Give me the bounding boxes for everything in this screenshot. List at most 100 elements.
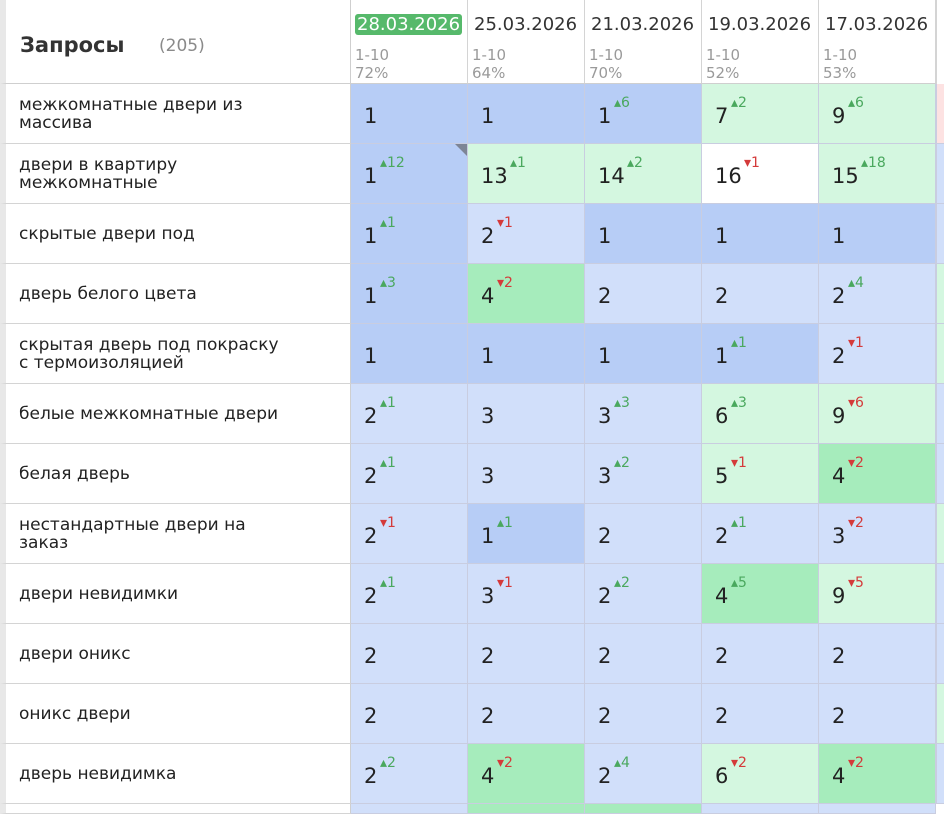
position-value: 3 bbox=[832, 524, 846, 548]
date-column-header[interactable]: 25.03.2026 1-10 64% bbox=[468, 0, 585, 84]
position-cell[interactable]: 2 ▾1 bbox=[468, 204, 585, 264]
position-cell[interactable]: 2 ▾1 bbox=[351, 504, 468, 564]
position-cell[interactable]: 5 ▾1 bbox=[702, 444, 819, 504]
position-cell[interactable]: 3 ▴2 bbox=[585, 444, 702, 504]
position-cell[interactable]: 3 bbox=[468, 444, 585, 504]
position-cell[interactable]: 2 ▴2 bbox=[585, 564, 702, 624]
position-cell[interactable]: 6 ▴3 bbox=[702, 384, 819, 444]
position-cell[interactable]: 2 ▴1 bbox=[702, 504, 819, 564]
position-value: 9 bbox=[832, 404, 846, 428]
position-cell[interactable]: 1 bbox=[585, 204, 702, 264]
position-cell[interactable]: 2 bbox=[585, 624, 702, 684]
position-cell[interactable]: 15 ▴18 bbox=[819, 144, 936, 204]
position-value: 1 bbox=[598, 344, 612, 368]
position-cell[interactable]: 2 bbox=[468, 684, 585, 744]
position-cell[interactable]: 2 ▾1 bbox=[819, 324, 936, 384]
position-cell[interactable]: 2 ▴4 bbox=[819, 264, 936, 324]
query-row[interactable]: двери невидимки bbox=[0, 564, 351, 624]
position-cell[interactable]: 16 ▾1 bbox=[702, 144, 819, 204]
date-label[interactable]: 25.03.2026 bbox=[474, 14, 578, 35]
position-cell[interactable]: 1 bbox=[351, 324, 468, 384]
query-row[interactable]: оникс двери bbox=[0, 684, 351, 744]
position-cell[interactable]: 2 bbox=[585, 504, 702, 564]
position-cell[interactable]: 2 bbox=[702, 264, 819, 324]
position-cell[interactable]: 2 ▴4 bbox=[585, 744, 702, 804]
position-cell[interactable]: 3 bbox=[468, 384, 585, 444]
position-cell[interactable]: 7 ▴2 bbox=[702, 84, 819, 144]
query-text: двери в квартиру межкомнатные bbox=[19, 154, 178, 193]
query-row[interactable]: скрытые двери под bbox=[0, 204, 351, 264]
position-cell[interactable]: 3 ▾1 bbox=[468, 564, 585, 624]
position-cell-partial bbox=[351, 804, 468, 814]
position-cell[interactable]: 1 bbox=[819, 204, 936, 264]
query-row[interactable]: дверь белого цвета bbox=[0, 264, 351, 324]
position-value: 1 bbox=[598, 224, 612, 248]
position-cell[interactable]: 1 ▴1 bbox=[702, 324, 819, 384]
position-cell[interactable]: 2 bbox=[819, 624, 936, 684]
date-column-header[interactable]: 28.03.2026 1-10 72% bbox=[351, 0, 468, 84]
position-cell[interactable]: 1 bbox=[351, 84, 468, 144]
position-cell[interactable]: 4 ▾2 bbox=[819, 744, 936, 804]
position-cell[interactable]: 1 bbox=[585, 324, 702, 384]
position-value: 2 bbox=[364, 404, 378, 428]
position-value: 3 bbox=[481, 584, 495, 608]
date-column-header[interactable]: 17.03.2026 1-10 53% bbox=[819, 0, 936, 84]
position-cell[interactable]: 1 ▴1 bbox=[351, 204, 468, 264]
query-row[interactable]: двери оникс bbox=[0, 624, 351, 684]
position-cell[interactable]: 9 ▾5 bbox=[819, 564, 936, 624]
date-column-header[interactable]: 19.03.2026 1-10 52% bbox=[702, 0, 819, 84]
position-cell[interactable]: 2 bbox=[585, 684, 702, 744]
position-cell-partial bbox=[468, 804, 585, 814]
position-cell[interactable]: 4 ▾2 bbox=[468, 744, 585, 804]
date-label[interactable]: 28.03.2026 bbox=[355, 14, 463, 35]
date-column-header[interactable]: 21.03.2026 1-10 70% bbox=[585, 0, 702, 84]
position-value: 2 bbox=[364, 524, 378, 548]
position-cell[interactable]: 1 ▴12 bbox=[351, 144, 468, 204]
position-cell[interactable]: 2 bbox=[468, 624, 585, 684]
query-row[interactable]: межкомнатные двери из массива bbox=[0, 84, 351, 144]
position-cell[interactable]: 6 ▾2 bbox=[702, 744, 819, 804]
position-cell[interactable]: 3 ▾2 bbox=[819, 504, 936, 564]
position-cell[interactable]: 1 bbox=[468, 84, 585, 144]
date-label[interactable]: 19.03.2026 bbox=[708, 14, 812, 35]
query-row[interactable]: белая дверь bbox=[0, 444, 351, 504]
position-cell[interactable]: 1 ▴6 bbox=[585, 84, 702, 144]
position-cell[interactable]: 1 ▴1 bbox=[468, 504, 585, 564]
position-cell[interactable]: 2 bbox=[702, 624, 819, 684]
position-cell[interactable]: 4 ▾2 bbox=[819, 444, 936, 504]
position-cell[interactable]: 3 ▴3 bbox=[585, 384, 702, 444]
date-label[interactable]: 21.03.2026 bbox=[591, 14, 695, 35]
position-cell[interactable]: 2 ▴2 bbox=[351, 744, 468, 804]
position-cell[interactable]: 2 bbox=[351, 684, 468, 744]
queries-header[interactable]: Запросы (205) bbox=[0, 0, 351, 84]
position-cell[interactable]: 9 ▾6 bbox=[819, 384, 936, 444]
position-cell[interactable]: 2 ▴1 bbox=[351, 444, 468, 504]
query-row[interactable]: дверь невидимка bbox=[0, 744, 351, 804]
position-cell[interactable]: 14 ▴2 bbox=[585, 144, 702, 204]
query-row[interactable]: нестандартные двери на заказ bbox=[0, 504, 351, 564]
position-cell[interactable]: 2 ▴1 bbox=[351, 564, 468, 624]
position-cell[interactable]: 2 bbox=[702, 684, 819, 744]
position-up-delta: ▴1 bbox=[731, 335, 747, 351]
query-row[interactable]: белые межкомнатные двери bbox=[0, 384, 351, 444]
position-value: 2 bbox=[481, 224, 495, 248]
position-cell[interactable]: 1 bbox=[702, 204, 819, 264]
position-cell[interactable]: 2 bbox=[351, 624, 468, 684]
position-cell[interactable]: 9 ▴6 bbox=[819, 84, 936, 144]
date-label[interactable]: 17.03.2026 bbox=[825, 14, 929, 35]
date-range: 1-10 bbox=[355, 46, 390, 64]
query-row[interactable]: двери в квартиру межкомнатные bbox=[0, 144, 351, 204]
position-cell[interactable]: 2 bbox=[585, 264, 702, 324]
position-cell[interactable]: 4 ▴5 bbox=[702, 564, 819, 624]
position-value: 4 bbox=[715, 584, 729, 608]
position-cell[interactable]: 1 bbox=[468, 324, 585, 384]
position-cell[interactable]: 1 ▴3 bbox=[351, 264, 468, 324]
position-down-delta: ▾2 bbox=[497, 275, 513, 291]
position-cell[interactable]: 4 ▾2 bbox=[468, 264, 585, 324]
query-row[interactable]: скрытая дверь под покраску с термоизоляц… bbox=[0, 324, 351, 384]
position-value: 1 bbox=[364, 284, 378, 308]
position-cell[interactable]: 2 bbox=[819, 684, 936, 744]
query-text: двери невидимки bbox=[19, 583, 179, 604]
position-cell[interactable]: 2 ▴1 bbox=[351, 384, 468, 444]
position-cell[interactable]: 13 ▴1 bbox=[468, 144, 585, 204]
